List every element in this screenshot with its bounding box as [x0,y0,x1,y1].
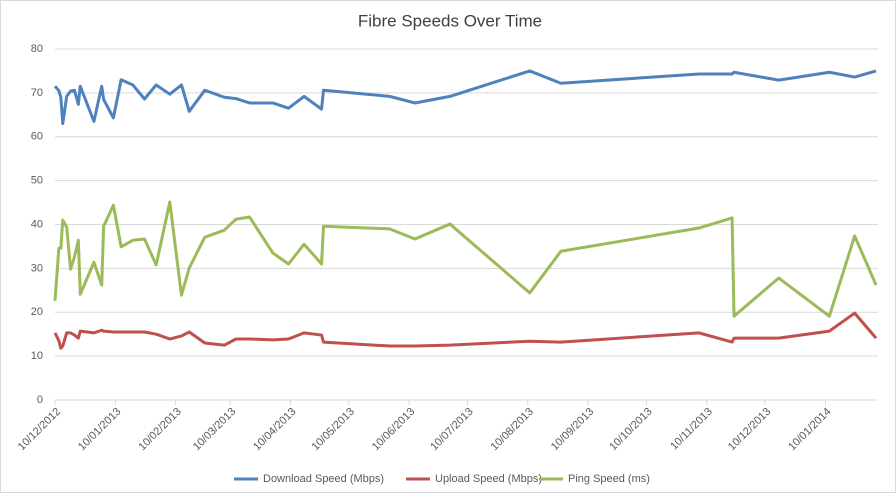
y-tick-label: 0 [37,394,43,406]
legend-label: Ping Speed (ms) [568,473,650,485]
y-tick-label: 80 [31,43,43,55]
y-tick-label: 70 [31,87,43,99]
chart-title: Fibre Speeds Over Time [358,11,542,30]
legend-label: Upload Speed (Mbps) [435,473,542,485]
y-tick-label: 10 [31,350,43,362]
series-line [53,200,878,318]
y-tick-label: 50 [31,175,43,187]
y-tick-label: 30 [31,262,43,274]
y-tick-label: 60 [31,131,43,143]
series-line [53,69,877,126]
y-tick-label: 20 [31,306,43,318]
y-tick-label: 40 [31,218,43,230]
legend-label: Download Speed (Mbps) [263,473,384,485]
series-line [53,311,878,350]
